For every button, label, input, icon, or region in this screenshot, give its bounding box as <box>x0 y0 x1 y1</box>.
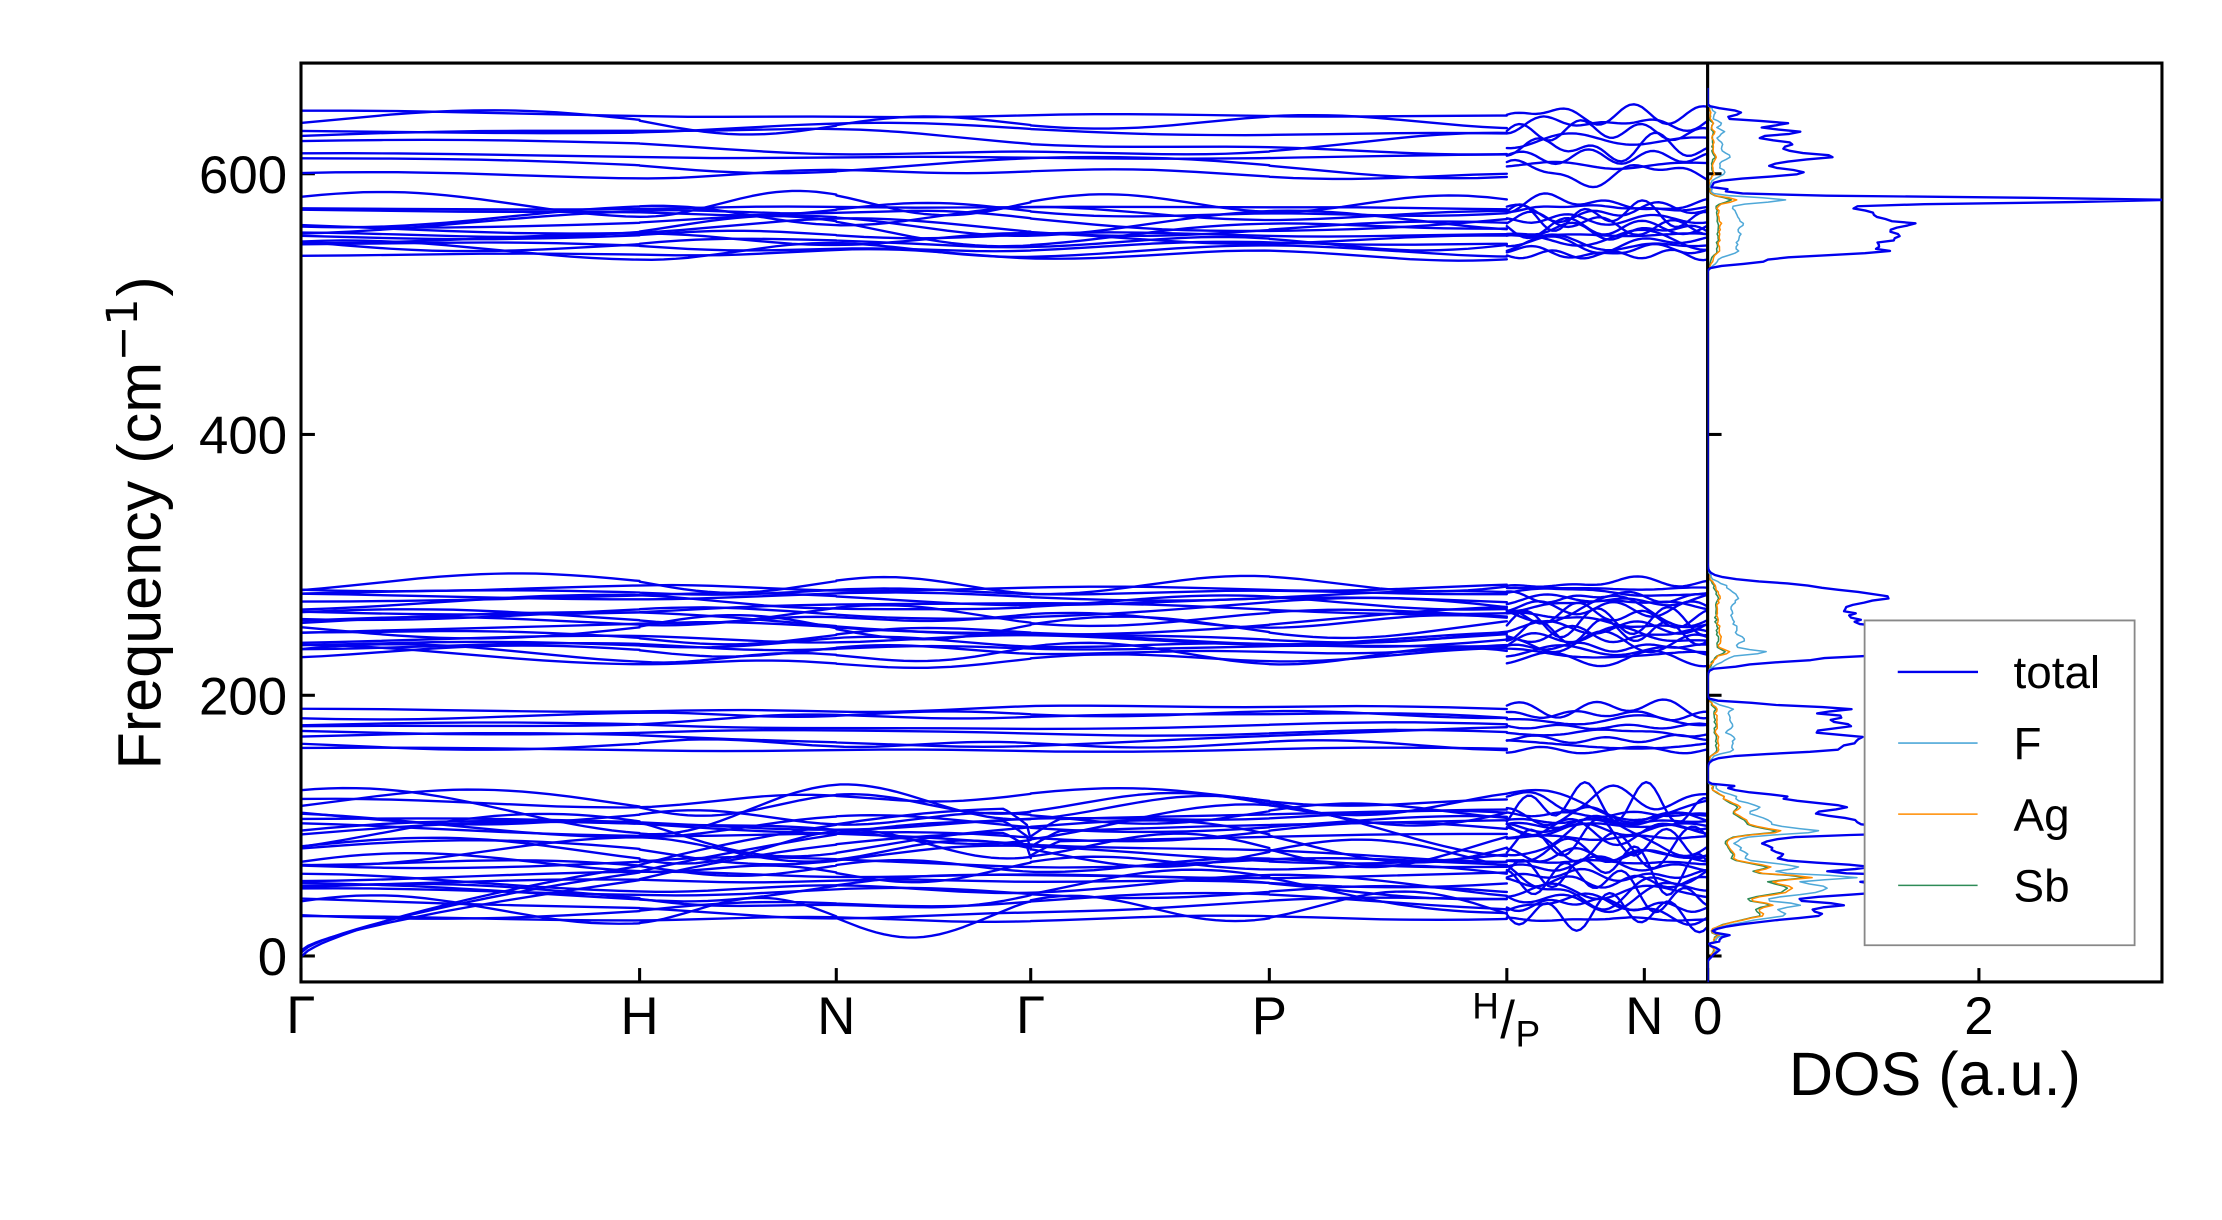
svg-text:total: total <box>2013 647 2100 698</box>
svg-text:Ag: Ag <box>2013 789 2069 840</box>
svg-text:Sb: Sb <box>2013 860 2069 911</box>
svg-text:F: F <box>2013 718 2041 769</box>
svg-text:600: 600 <box>199 146 287 205</box>
svg-text:H: H <box>621 987 659 1046</box>
svg-text:Γ: Γ <box>286 986 315 1045</box>
svg-text:400: 400 <box>199 407 287 466</box>
svg-text:P: P <box>1252 987 1287 1046</box>
svg-text:N: N <box>817 987 855 1046</box>
svg-text:200: 200 <box>199 667 287 726</box>
svg-text:0: 0 <box>258 928 287 987</box>
svg-text:N: N <box>1625 987 1663 1046</box>
svg-text:0: 0 <box>1693 987 1722 1046</box>
svg-text:DOS (a.u.): DOS (a.u.) <box>1789 1040 2081 1108</box>
svg-text:2: 2 <box>1964 987 1993 1046</box>
svg-text:Γ: Γ <box>1016 986 1045 1045</box>
